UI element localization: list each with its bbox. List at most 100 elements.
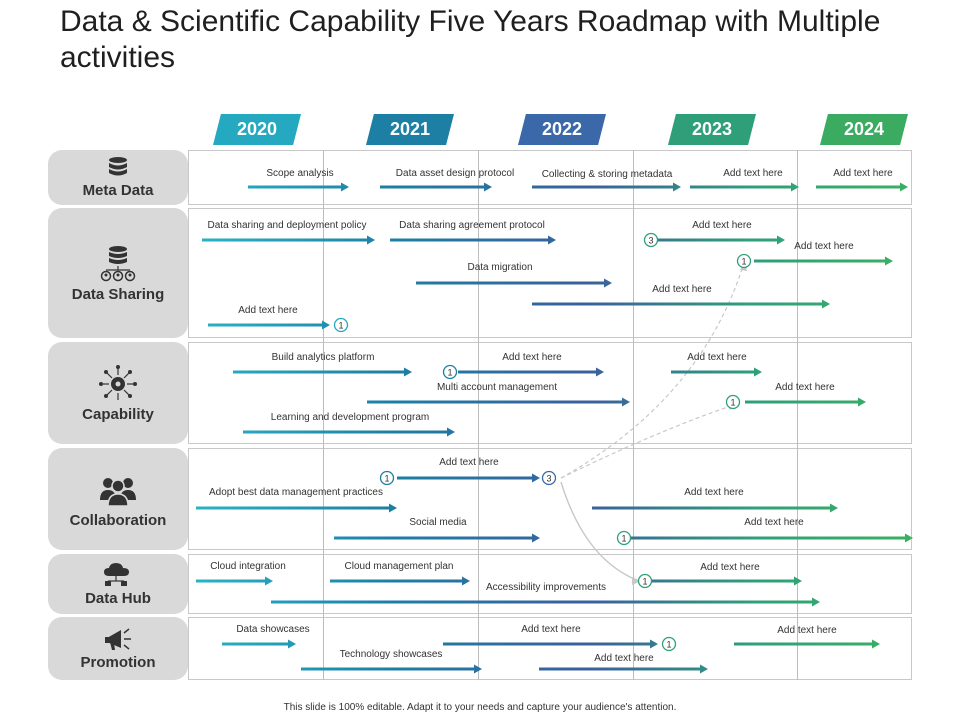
row-label-text: Data Hub [85, 589, 151, 607]
row-label-text: Collaboration [69, 511, 167, 529]
activity-arrowhead [673, 182, 681, 192]
activity-arrowhead [872, 639, 880, 649]
activity-arrowhead [484, 182, 492, 192]
row-label-data-hub: Data Hub [48, 554, 188, 614]
year-2024: 2024 [820, 114, 908, 145]
row-label-promotion: Promotion [48, 617, 188, 680]
row-box-meta-data [188, 150, 912, 205]
divider-line [323, 150, 324, 680]
activity-arrowhead [812, 597, 820, 607]
activity-label: Data asset design protocol [395, 168, 515, 179]
row-box-capability [188, 342, 912, 444]
activity-label: Cloud integration [210, 561, 286, 572]
activity-arrowhead [367, 235, 375, 245]
cloud-network-icon [104, 562, 129, 586]
dashed-connector [560, 406, 729, 479]
activity-arrowhead [404, 367, 412, 377]
activity-arrowhead [822, 299, 830, 309]
row-label-text: Meta Data [82, 182, 154, 199]
row-label-text: Capability [82, 405, 154, 423]
row-box-promotion [188, 617, 912, 680]
row-box-data-hub [188, 554, 912, 614]
activity-label: Learning and development program [270, 412, 430, 423]
activity-label: Add text here [502, 352, 562, 363]
milestone-marker: 1 [379, 470, 395, 486]
milestone-number: 1 [642, 577, 647, 587]
row-box-collaboration [188, 448, 912, 550]
activity-label: Accessibility improvements [485, 582, 607, 593]
milestone-marker: 1 [442, 364, 458, 380]
activity-label: Adopt best data management practices [209, 487, 383, 498]
activity-label: Add text here [744, 517, 804, 528]
milestone-marker: 1 [661, 636, 677, 652]
activity-arrowhead [322, 320, 330, 330]
activity-label: Data sharing agreement protocol [399, 220, 545, 231]
activity-label: Add text here [723, 168, 783, 179]
activity-label: Scope analysis [266, 168, 334, 179]
row-label-collaboration: Collaboration [48, 448, 188, 550]
milestone-marker: 3 [643, 232, 659, 248]
activity-label: Build analytics platform [271, 352, 375, 363]
activity-arrowhead [885, 256, 893, 266]
activity-arrowhead [532, 473, 540, 483]
row-label-capability: Capability [48, 342, 188, 444]
activity-label: Multi account management [436, 382, 558, 393]
activity-arrowhead [622, 397, 630, 407]
divider-line [478, 150, 479, 680]
activity-arrowhead [265, 576, 273, 586]
activity-arrowhead [900, 182, 908, 192]
activity-label: Add text here [692, 220, 752, 231]
database-icon [109, 157, 127, 176]
activity-arrowhead [596, 367, 604, 377]
year-2022: 2022 [518, 114, 606, 145]
activity-label: Add text here [439, 457, 499, 468]
activity-label: Technology showcases [339, 649, 443, 660]
divider-line [633, 150, 634, 680]
activity-label: Cloud management plan [344, 561, 454, 572]
activity-label: Social media [409, 517, 467, 528]
activity-arrowhead [791, 182, 799, 192]
year-2021: 2021 [366, 114, 454, 145]
activity-arrowhead [532, 533, 540, 543]
activity-label: Add text here [652, 284, 712, 295]
activity-label: Add text here [794, 241, 854, 252]
megaphone-icon [105, 628, 131, 650]
activity-label: Data migration [467, 262, 533, 273]
milestone-marker: 1 [637, 573, 653, 589]
activity-label: Data showcases [236, 624, 310, 635]
activity-label: Collecting & storing metadata [541, 169, 673, 180]
activity-label: Add text here [700, 562, 760, 573]
row-label-text: Promotion [80, 654, 156, 671]
footer-note: This slide is 100% editable. Adapt it to… [283, 702, 677, 713]
activity-arrowhead [288, 639, 296, 649]
activity-label: Add text here [833, 168, 893, 179]
row-box-data-sharing [188, 208, 912, 338]
milestone-number: 1 [338, 321, 343, 331]
activity-arrowhead [858, 397, 866, 407]
activity-arrowhead [830, 503, 838, 513]
row-label-data-sharing: Data Sharing [48, 208, 188, 338]
milestone-marker: 3 [541, 470, 557, 486]
activity-arrowhead [700, 664, 708, 674]
milestone-number: 3 [648, 236, 653, 246]
activity-arrowhead [604, 278, 612, 288]
connector-arrowhead [632, 577, 641, 585]
activity-arrowhead [777, 235, 785, 245]
milestone-number: 3 [546, 474, 551, 484]
activity-arrowhead [794, 576, 802, 586]
dashed-connector [560, 265, 744, 479]
milestone-number: 1 [384, 474, 389, 484]
activity-arrowhead [341, 182, 349, 192]
activity-label: Add text here [687, 352, 747, 363]
milestone-marker: 1 [616, 530, 632, 546]
activity-label: Add text here [777, 625, 837, 636]
milestone-number: 1 [666, 640, 671, 650]
activity-label: Add text here [684, 487, 744, 498]
slide-title: Data & Scientific Capability Five Years … [60, 5, 881, 74]
activity-arrowhead [462, 576, 470, 586]
milestone-number: 1 [741, 257, 746, 267]
activity-arrowhead [548, 235, 556, 245]
milestone-number: 1 [621, 534, 626, 544]
milestone-marker: 1 [725, 394, 741, 410]
